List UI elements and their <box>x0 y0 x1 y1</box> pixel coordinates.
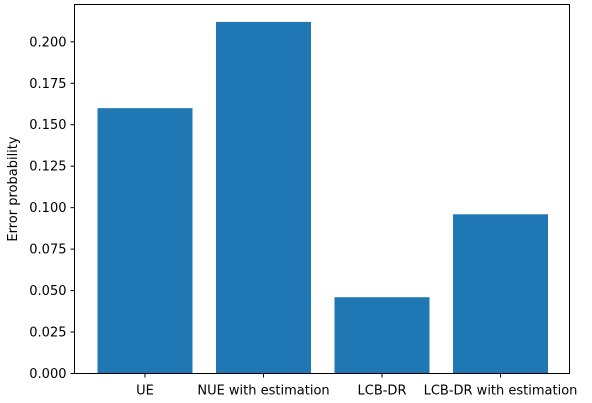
y-tick-label-6: 0.150 <box>29 118 66 133</box>
y-tick-label-5: 0.125 <box>29 160 66 175</box>
bar-1 <box>216 21 311 374</box>
plot-frame <box>74 4 570 374</box>
y-axis-ticks: 0.000 0.025 0.050 0.075 0.100 0.125 0.150 0.175… <box>29 35 75 382</box>
y-tick-label-7: 0.175 <box>29 77 66 92</box>
bars-group <box>97 21 548 374</box>
y-tick-label-3: 0.075 <box>29 243 66 258</box>
bar-3 <box>453 214 548 374</box>
y-axis-label: Error probability <box>6 136 21 241</box>
x-tick-label-3: LCB-DR with estimation <box>424 384 578 399</box>
y-tick-label-8: 0.200 <box>29 35 66 50</box>
y-tick-label-0: 0.000 <box>29 367 66 382</box>
y-tick-label-1: 0.025 <box>29 326 66 341</box>
bar-0 <box>97 108 193 374</box>
bar-2 <box>334 297 430 374</box>
y-tick-label-4: 0.100 <box>29 201 66 216</box>
x-tick-label-2: LCB-DR <box>358 384 407 399</box>
y-tick-label-2: 0.050 <box>29 284 66 299</box>
x-axis-ticks: UE NUE with estimation LCB-DR LCB-DR with e… <box>136 373 578 399</box>
x-tick-label-0: UE <box>136 384 154 399</box>
x-tick-label-1: NUE with estimation <box>197 384 329 399</box>
